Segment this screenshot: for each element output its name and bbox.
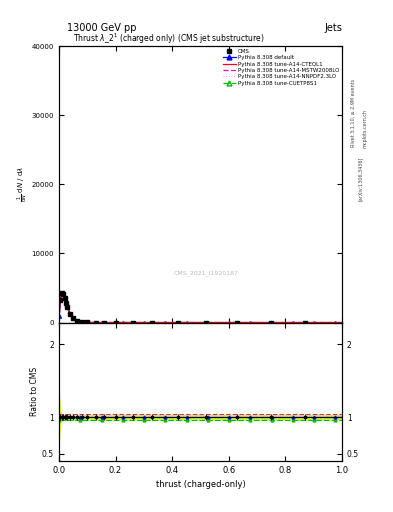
Legend: CMS, Pythia 8.308 default, Pythia 8.308 tune-A14-CTEQL1, Pythia 8.308 tune-A14-M: CMS, Pythia 8.308 default, Pythia 8.308 … xyxy=(222,48,340,87)
Y-axis label: Ratio to CMS: Ratio to CMS xyxy=(30,367,39,416)
Y-axis label: $\frac{1}{\mathrm{d}N}$ $\mathrm{d}N$ / $\mathrm{d}\lambda$: $\frac{1}{\mathrm{d}N}$ $\mathrm{d}N$ / … xyxy=(16,166,30,202)
X-axis label: thrust (charged-only): thrust (charged-only) xyxy=(156,480,245,489)
Text: Rivet 3.1.10, ≥ 2.9M events: Rivet 3.1.10, ≥ 2.9M events xyxy=(351,78,356,147)
Text: Jets: Jets xyxy=(324,23,342,33)
Text: mcplots.cern.ch: mcplots.cern.ch xyxy=(363,109,368,147)
Text: 13000 GeV pp: 13000 GeV pp xyxy=(67,23,136,33)
Text: CMS_2021_I1920187: CMS_2021_I1920187 xyxy=(174,270,239,275)
Text: [arXiv:1306.3436]: [arXiv:1306.3436] xyxy=(358,157,363,201)
Text: Thrust $\lambda$_2$^1$ (charged only) (CMS jet substructure): Thrust $\lambda$_2$^1$ (charged only) (C… xyxy=(73,32,264,46)
